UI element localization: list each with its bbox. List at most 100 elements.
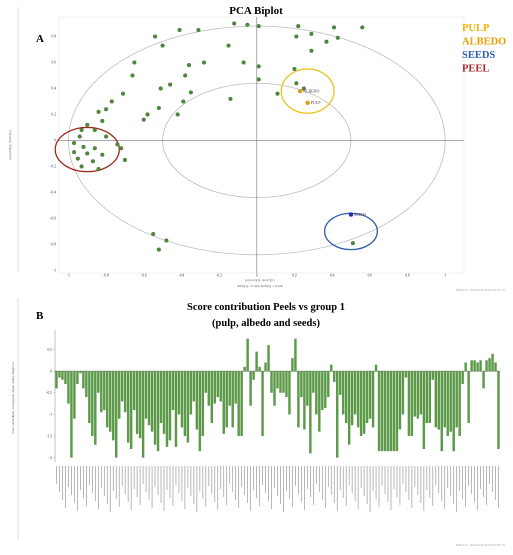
contribution-bar xyxy=(291,358,294,372)
variable-point xyxy=(96,109,101,114)
contribution-bar xyxy=(106,371,109,428)
sample-point-albedo xyxy=(297,88,303,94)
variable-point xyxy=(72,141,77,146)
contribution-bar xyxy=(234,371,237,404)
contribution-bar xyxy=(180,371,184,428)
contribution-bar xyxy=(383,371,387,452)
y-tick-label-b: -0.5 xyxy=(46,391,52,395)
contribution-bar xyxy=(407,371,411,437)
variable-point xyxy=(164,238,169,243)
variable-point xyxy=(256,24,261,29)
variable-point xyxy=(109,99,114,104)
x-tick-label: -0.4 xyxy=(179,274,185,278)
contribution-bar xyxy=(356,371,360,428)
contribution-bar xyxy=(467,371,470,424)
contribution-bar xyxy=(440,371,443,452)
contribution-bar xyxy=(165,371,169,447)
contribution-bar xyxy=(353,371,357,415)
contribution-bar xyxy=(100,371,103,413)
contribution-bar xyxy=(347,371,351,445)
contribution-bar xyxy=(112,371,115,441)
contribution-bar xyxy=(464,362,467,372)
contribution-bar xyxy=(94,371,97,445)
variable-point xyxy=(294,81,299,86)
contribution-bar xyxy=(338,371,342,395)
contribution-bar xyxy=(303,371,306,430)
contribution-bar xyxy=(497,371,500,450)
contribution-bar xyxy=(419,371,423,415)
variable-point xyxy=(145,112,150,117)
contribution-bar xyxy=(73,371,76,419)
contribution-bar xyxy=(186,371,190,443)
variable-point xyxy=(115,142,120,147)
contribution-bar xyxy=(162,371,166,434)
contribution-bar xyxy=(177,371,181,415)
contribution-bar xyxy=(195,371,199,430)
y-tick-label-b: -1.5 xyxy=(46,434,52,438)
contribution-bar xyxy=(324,371,327,408)
variable-point xyxy=(350,241,355,246)
x-tick-label: 0.4 xyxy=(330,274,335,278)
variable-points xyxy=(72,21,365,252)
contribution-bar xyxy=(61,371,64,380)
contribution-bar xyxy=(264,362,267,372)
contribution-bar xyxy=(103,371,106,411)
x-tick-label: -0.8 xyxy=(103,274,109,278)
contribution-bar xyxy=(258,366,261,372)
variable-point xyxy=(177,27,182,33)
variable-point xyxy=(241,60,246,65)
contribution-bar xyxy=(120,371,124,402)
contribution-bar xyxy=(270,371,273,393)
contribution-bar xyxy=(285,371,288,398)
y-tick-label: -1 xyxy=(53,269,56,273)
y-tick-label: 0.8 xyxy=(52,35,57,39)
variable-point xyxy=(100,118,105,124)
contribution-bar xyxy=(386,371,390,452)
contribution-bar xyxy=(473,360,476,372)
legend-entry-albedo: ALBEDO xyxy=(462,37,506,48)
variable-point xyxy=(96,166,101,172)
x-tick-label: -0.2 xyxy=(216,274,222,278)
contribution-bar xyxy=(255,351,258,372)
contribution-bar xyxy=(213,371,217,404)
contribution-bar xyxy=(76,371,79,385)
variable-point xyxy=(275,91,280,96)
contribution-bar xyxy=(300,371,303,398)
contribution-bar xyxy=(344,371,348,424)
contribution-bar xyxy=(327,371,330,398)
sample-point-seeds xyxy=(348,212,354,217)
variable-point xyxy=(296,24,301,29)
contribution-bar xyxy=(434,371,438,428)
contribution-bar xyxy=(458,371,461,437)
y-tick-label: -0.6 xyxy=(50,217,56,221)
contribution-bar xyxy=(207,371,211,406)
variable-point xyxy=(156,247,161,252)
contribution-bar xyxy=(476,362,479,372)
variable-point xyxy=(92,128,97,133)
contribution-bar xyxy=(395,371,399,452)
legend-entry-seeds: SEEDS xyxy=(462,50,495,61)
variable-point xyxy=(226,43,231,48)
x-tick-label: 0.6 xyxy=(368,274,373,278)
contribution-bar xyxy=(225,371,228,428)
contribution-bar xyxy=(449,371,452,432)
variable-point xyxy=(294,34,299,39)
x-axis-label-a: pc(corr)[1], t(corr)[1] xyxy=(245,278,274,283)
legend-entry-peel: PEEL xyxy=(462,64,489,75)
variable-point xyxy=(156,105,161,111)
variable-point xyxy=(309,48,314,53)
contribution-bar xyxy=(216,371,219,398)
contribution-bar xyxy=(219,371,222,402)
contribution-bar xyxy=(171,371,175,411)
contribution-bar xyxy=(321,371,324,411)
y-tick-label: -0.8 xyxy=(50,243,56,247)
contribution-bar xyxy=(156,371,160,452)
contribution-bar xyxy=(261,371,264,437)
contribution-bar xyxy=(132,371,136,411)
sample-label: ALBEDO xyxy=(303,88,319,93)
variable-point xyxy=(331,25,337,30)
contribution-bar xyxy=(452,371,455,452)
contribution-bar xyxy=(437,371,440,430)
variable-point xyxy=(201,60,207,65)
